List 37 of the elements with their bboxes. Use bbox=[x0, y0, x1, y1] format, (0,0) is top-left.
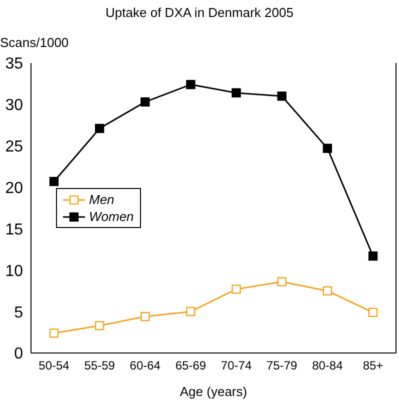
point bbox=[322, 144, 332, 153]
x-tick-label: 85+ bbox=[362, 358, 384, 373]
x-tick-label: 70-74 bbox=[220, 358, 252, 373]
y-tick-label: 30 bbox=[5, 97, 24, 114]
point bbox=[232, 88, 241, 98]
point bbox=[277, 277, 286, 286]
x-tick-label: 60-64 bbox=[130, 358, 161, 373]
y-tick-label: 10 bbox=[5, 262, 24, 280]
point bbox=[94, 321, 104, 330]
x-axis-title: Age (years) bbox=[180, 384, 248, 399]
point bbox=[49, 176, 59, 186]
point bbox=[186, 306, 196, 316]
point bbox=[140, 312, 150, 322]
point bbox=[186, 80, 196, 90]
y-tick-label: 35 bbox=[5, 56, 24, 73]
y-tick-label: 25 bbox=[5, 138, 24, 156]
y-tick-label: 20 bbox=[5, 180, 24, 197]
x-tick-label: 65-69 bbox=[175, 358, 206, 373]
legend-label: Women bbox=[89, 208, 134, 225]
x-tick-label: 75-79 bbox=[266, 358, 298, 373]
legend-label: Men bbox=[89, 191, 114, 208]
x-tick-label: 50-54 bbox=[38, 358, 70, 373]
x-tick-label: 80-84 bbox=[312, 358, 344, 373]
point bbox=[368, 308, 378, 317]
point bbox=[277, 92, 286, 101]
y-tick-label: 15 bbox=[5, 221, 24, 238]
point bbox=[368, 251, 378, 261]
chart-title: Uptake of DXA in Denmark 2005 bbox=[104, 5, 294, 20]
x-tick-label: 55-59 bbox=[84, 358, 116, 373]
y-tick-label: 5 bbox=[14, 304, 24, 322]
point bbox=[322, 286, 332, 296]
y-tick-label: 0 bbox=[14, 346, 24, 363]
point bbox=[94, 124, 104, 134]
point bbox=[49, 328, 59, 338]
y-axis-title: Scans/1000 bbox=[0, 35, 69, 50]
point bbox=[232, 284, 241, 294]
point bbox=[140, 97, 150, 107]
